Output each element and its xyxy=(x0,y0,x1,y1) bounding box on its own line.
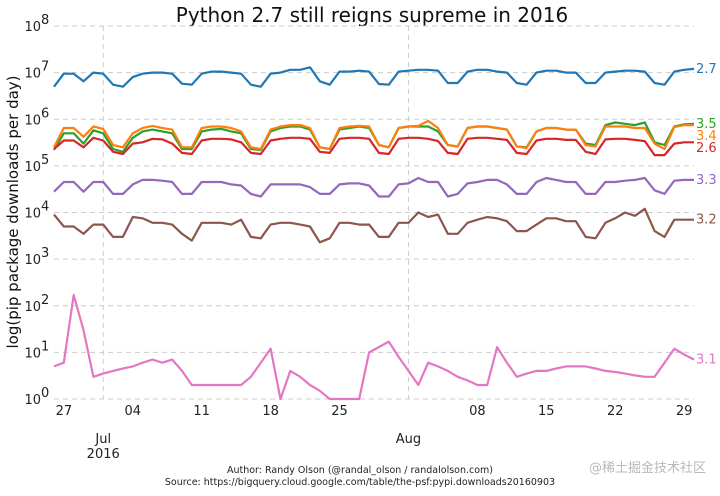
series-label-3.3: 3.3 xyxy=(696,173,717,188)
y-tick-label: 10 xyxy=(24,20,41,35)
y-tick-exponent: 0 xyxy=(41,386,49,401)
series-line-3.1 xyxy=(53,293,695,401)
series-line-2.7 xyxy=(53,66,695,88)
y-tick-label: 10 xyxy=(24,113,41,128)
x-tick-label: 29 xyxy=(676,404,693,419)
series-label-3.2: 3.2 xyxy=(696,213,717,228)
series-label-3.1: 3.1 xyxy=(696,353,717,368)
series-labels: 2.7 3.53.42.6 3.3 3.2 3.1 xyxy=(696,62,717,368)
x-tick-label: 08 xyxy=(469,404,486,419)
series-line-3.3 xyxy=(53,176,694,198)
y-tick-label: 10 xyxy=(24,67,41,82)
source-credit: Source: https://bigquery.cloud.google.co… xyxy=(164,477,556,488)
y-tick-exponent: 6 xyxy=(41,106,49,121)
y-tick-exponent: 5 xyxy=(41,153,49,168)
x-tick-label: 11 xyxy=(193,404,210,419)
y-tick-label: 10 xyxy=(24,393,41,408)
series-line-3.4 xyxy=(53,119,694,151)
y-tick-label: 10 xyxy=(24,207,41,222)
x-tick-label: 25 xyxy=(331,404,348,419)
x-tick-label: 18 xyxy=(262,404,279,419)
y-tick-exponent: 4 xyxy=(41,200,49,215)
y-tick-exponent: 2 xyxy=(41,293,49,308)
footer: Author: Randy Olson (@randal_olson / ran… xyxy=(0,465,720,489)
series-label-2.6: 2.6 xyxy=(696,141,717,156)
y-tick-label: 10 xyxy=(24,346,41,361)
series-label-2.7: 2.7 xyxy=(696,62,717,77)
author-credit: Author: Randy Olson (@randal_olson / ran… xyxy=(226,465,494,476)
y-axis-label: log(pip package downloads per day) xyxy=(4,75,22,348)
year-label: 2016 xyxy=(87,447,120,462)
series-line-3.2 xyxy=(53,207,694,244)
x-tick-label: 22 xyxy=(607,404,624,419)
series-label-3.4: 3.4 xyxy=(696,129,717,144)
watermark: @稀土掘金技术社区 xyxy=(588,461,706,476)
y-tick-exponent: 3 xyxy=(41,246,49,261)
y-tick-exponent: 1 xyxy=(41,339,49,354)
month-label: Aug xyxy=(396,432,421,447)
series-label-3.5: 3.5 xyxy=(696,117,717,132)
y-tick-exponent: 7 xyxy=(41,60,49,75)
x-tick-label: 04 xyxy=(124,404,141,419)
y-tick-label: 10 xyxy=(24,300,41,315)
series-line-2.6 xyxy=(53,136,694,157)
x-tick-label: 15 xyxy=(538,404,555,419)
month-label: Jul xyxy=(94,432,111,447)
series-lines xyxy=(53,66,695,401)
chart-title: Python 2.7 still reigns supreme in 2016 xyxy=(176,3,568,27)
y-tick-label: 10 xyxy=(24,253,41,268)
y-tick-label: 10 xyxy=(24,160,41,175)
y-tick-exponent: 8 xyxy=(41,13,49,28)
x-tick-label: 27 xyxy=(56,404,73,419)
grid xyxy=(54,25,694,400)
